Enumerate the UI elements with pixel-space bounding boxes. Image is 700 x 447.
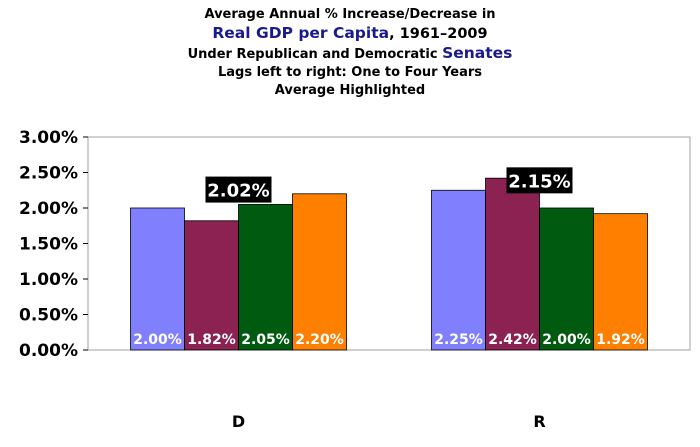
- bar: [130, 207, 185, 351]
- average-highlight-box: [205, 176, 272, 203]
- y-tick-label: 1.50%: [19, 235, 78, 255]
- title-line-4: Lags left to right: One to Four Years: [217, 65, 483, 80]
- bar: [184, 220, 239, 351]
- x-category-label: D: [232, 412, 245, 431]
- title-years: , 1961–2009: [389, 26, 488, 42]
- x-category-label: R: [533, 412, 545, 431]
- y-tick-label: 1.00%: [19, 270, 78, 290]
- y-tick-label: 0.00%: [19, 341, 78, 361]
- average-label: 2.15%: [508, 171, 570, 192]
- y-tick-label: 3.00%: [19, 128, 78, 148]
- chart-title: Average Annual % Increase/Decrease in Re…: [0, 6, 700, 100]
- bar-value-label: 2.42%: [488, 332, 537, 348]
- bar-value-label: 2.00%: [133, 332, 182, 348]
- title-line-3: Under Republican and Democratic Senates: [0, 44, 700, 64]
- bar: [485, 177, 540, 351]
- bar-value-label: 2.20%: [295, 332, 344, 348]
- bar-value-label: 1.92%: [596, 332, 645, 348]
- bar: [539, 207, 594, 351]
- bar-value-label: 2.00%: [542, 332, 591, 348]
- average-label: 2.02%: [207, 181, 269, 202]
- average-highlight-box: [506, 167, 573, 194]
- bar-value-label: 1.82%: [187, 332, 236, 348]
- bar: [292, 193, 347, 351]
- title-highlight-gdp: Real GDP per Capita: [212, 24, 390, 42]
- y-tick-label: 2.00%: [19, 199, 78, 219]
- y-tick-label: 2.50%: [19, 164, 78, 184]
- title-under: Under Republican and Democratic: [187, 47, 443, 62]
- title-line-2: Real GDP per Capita, 1961–2009: [0, 24, 700, 44]
- title-line-5: Average Highlighted: [274, 83, 426, 98]
- y-tick-label: 0.50%: [19, 306, 78, 326]
- bar-value-label: 2.05%: [241, 332, 290, 348]
- bar: [431, 189, 486, 351]
- bar-value-label: 2.25%: [434, 332, 483, 348]
- title-line-1: Average Annual % Increase/Decrease in: [204, 7, 496, 22]
- bar: [238, 204, 293, 351]
- title-highlight-senates: Senates: [442, 44, 513, 62]
- bar: [593, 213, 648, 351]
